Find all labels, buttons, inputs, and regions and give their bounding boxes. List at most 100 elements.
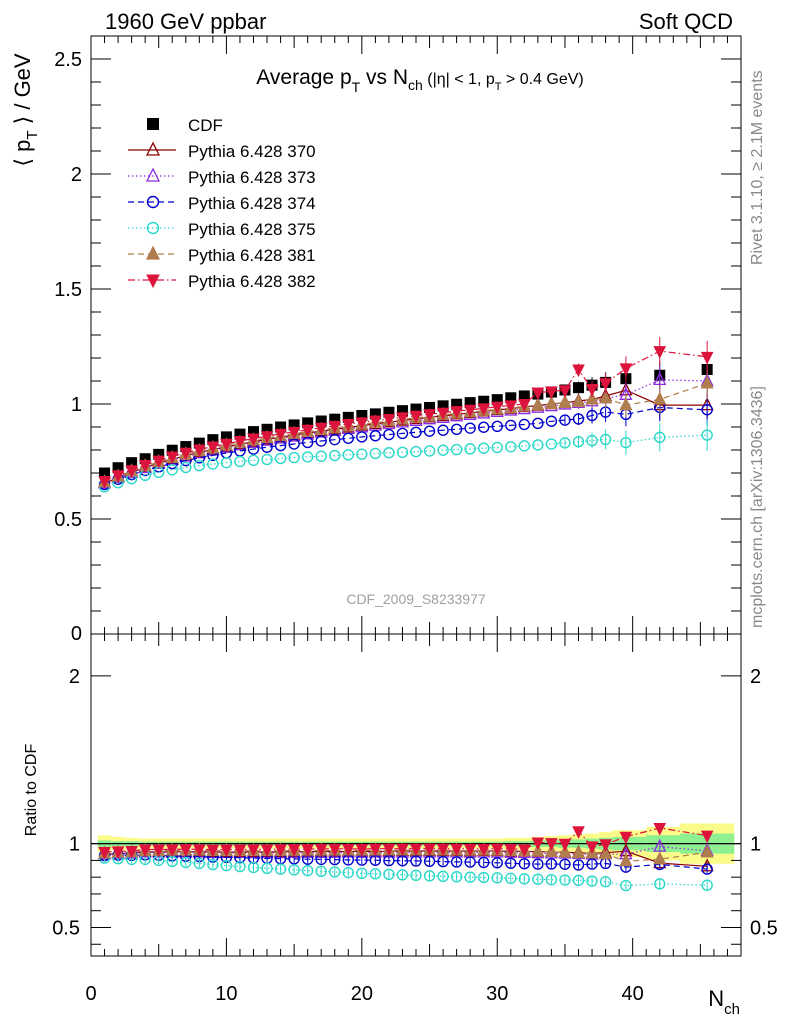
data-point: [233, 436, 247, 449]
data-point: [653, 371, 667, 386]
data-point: [558, 844, 572, 858]
legend-entry: CDF: [147, 116, 223, 135]
data-point: [409, 843, 423, 857]
data-point: [585, 384, 599, 397]
series-ratio-pythia-6-428-382: [98, 823, 714, 860]
data-point: [451, 398, 463, 410]
data-point: [234, 860, 246, 873]
data-point: [145, 141, 161, 156]
main-y-axis-label: ⟨ pT ⟩ / GeV: [10, 53, 41, 166]
data-point: [558, 385, 572, 398]
data-point: [477, 403, 491, 416]
data-point: [274, 844, 287, 857]
data-point: [356, 867, 368, 880]
data-point: [138, 459, 152, 473]
data-point: [396, 427, 409, 440]
data-point: [193, 444, 206, 458]
data-point: [126, 457, 138, 469]
data-point: [619, 397, 633, 411]
data-point: [464, 871, 476, 883]
data-point: [437, 400, 449, 412]
data-point: [165, 844, 179, 857]
data-point: [396, 446, 409, 458]
ratio-y-axis-label: Ratio to CDF: [23, 744, 40, 837]
data-point: [396, 869, 409, 881]
data-point: [572, 436, 585, 448]
data-point: [410, 445, 422, 458]
data-point: [111, 470, 125, 483]
legend: CDF Pythia 6.428 370 Pythia 6.428 373 Pythi…: [128, 116, 316, 291]
data-point: [477, 843, 491, 857]
data-point: [545, 873, 558, 886]
data-point: [341, 843, 355, 857]
x-tick-label: 40: [622, 983, 644, 1005]
data-point: [396, 412, 409, 425]
data-point: [383, 406, 395, 418]
data-point: [382, 413, 396, 427]
y-tick-label: 1: [71, 394, 82, 416]
legend-label: Pythia 6.428 375: [188, 220, 316, 239]
data-point: [288, 864, 300, 876]
data-point: [701, 863, 713, 875]
data-point: [261, 862, 273, 874]
data-point: [532, 873, 544, 885]
data-point: [180, 856, 192, 869]
data-point: [478, 395, 490, 407]
data-point: [700, 351, 714, 365]
data-point: [478, 871, 490, 884]
data-point: [518, 418, 531, 431]
data-point: [505, 419, 517, 432]
data-point: [260, 844, 274, 857]
data-point: [145, 167, 161, 182]
data-point: [437, 855, 449, 868]
data-point: [301, 451, 314, 463]
data-point: [301, 436, 314, 449]
data-point: [436, 843, 450, 857]
data-point: [586, 858, 598, 870]
data-point: [220, 456, 233, 469]
data-point: [138, 844, 152, 858]
data-point: [653, 823, 667, 836]
data-point: [599, 390, 613, 404]
x-tick-label: 20: [351, 983, 373, 1005]
header-left: 1960 GeV ppbar: [105, 9, 266, 34]
ylabel-post: ⟩ / GeV: [10, 53, 35, 130]
data-point: [518, 440, 531, 452]
data-point: [207, 858, 219, 871]
data-point: [369, 447, 382, 460]
data-point: [233, 844, 247, 858]
data-point: [559, 437, 571, 449]
analysis-watermark: CDF_2009_S8233977: [346, 591, 486, 607]
data-point: [369, 843, 382, 857]
data-point: [544, 843, 558, 858]
data-point: [464, 856, 476, 868]
data-point: [314, 843, 328, 857]
data-point: [193, 844, 206, 857]
legend-label: Pythia 6.428 374: [188, 194, 316, 213]
tick-labels: 0 10 20 30 40 0.5 1 1.5 2 2.5 0 0.5 0.5 1 1 2 2: [52, 49, 778, 1005]
data-point: [478, 421, 490, 433]
data-point: [179, 844, 193, 857]
main-plot-series: [97, 337, 714, 493]
data-point: [396, 843, 409, 857]
data-point: [491, 872, 503, 884]
data-point: [491, 394, 503, 406]
legend-label: Pythia 6.428 373: [188, 168, 316, 187]
data-point: [275, 421, 287, 433]
data-point: [342, 411, 354, 423]
data-point: [260, 431, 274, 444]
ratio-y-tick-label: 1: [69, 834, 80, 856]
legend-entry: Pythia 6.428 374: [128, 194, 316, 213]
data-point: [423, 445, 436, 457]
data-point: [490, 401, 504, 415]
data-point: [531, 397, 545, 411]
data-point: [301, 424, 314, 438]
data-point: [369, 868, 382, 880]
data-point: [450, 443, 463, 456]
title-cut-sub: T: [495, 81, 502, 93]
data-point: [531, 387, 545, 401]
data-point: [437, 424, 449, 436]
data-point: [504, 400, 518, 413]
data-point: [573, 382, 584, 394]
